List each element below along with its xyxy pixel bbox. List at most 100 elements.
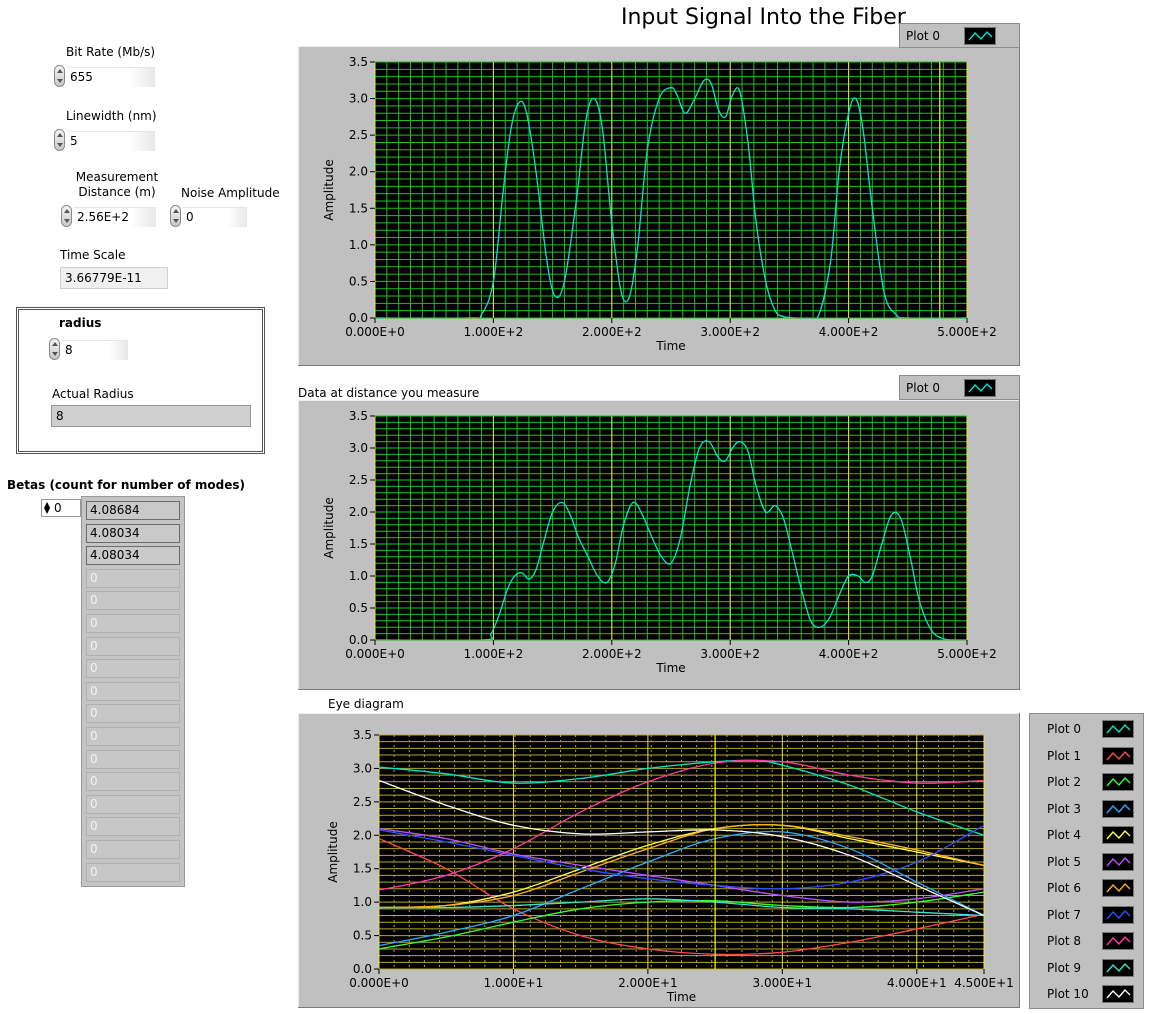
y-tick-label: 1.0 [349, 569, 368, 583]
eye-legend-swatch-8[interactable] [1102, 932, 1134, 950]
betas-element-7: 0 [86, 659, 180, 679]
legend-plot0-swatch[interactable] [964, 379, 996, 397]
legend-plot0-swatch[interactable] [964, 27, 996, 45]
eye-legend-swatch-4[interactable] [1102, 826, 1134, 844]
radius-input[interactable]: 8 [62, 340, 128, 360]
betas-index-control[interactable]: ▲ ▼ 0 [41, 499, 81, 517]
x-tick-label: 4.000E+2 [819, 647, 879, 661]
y-axis-label: Amplitude [326, 821, 340, 883]
betas-element-11: 0 [86, 749, 180, 769]
x-tick-label: 1.000E+2 [464, 647, 524, 661]
x-tick-label: 2.000E+2 [582, 325, 642, 339]
betas-element-4: 0 [86, 591, 180, 611]
noise-spinner[interactable] [170, 205, 181, 227]
eye-legend-swatch-5[interactable] [1102, 852, 1134, 871]
series-line-4 [379, 824, 984, 909]
series-line-6 [379, 824, 984, 909]
linewidth-spinner[interactable] [54, 129, 65, 151]
betas-element-16: 0 [86, 862, 180, 882]
betas-element-14: 0 [86, 817, 180, 837]
x-tick-label: 4.000E+1 [887, 976, 947, 990]
y-axis-label: Amplitude [322, 159, 336, 221]
series-line-5 [379, 827, 984, 903]
eye-legend-swatch-1[interactable] [1102, 746, 1134, 765]
y-tick-label: 3.5 [353, 728, 372, 742]
betas-element-6: 0 [86, 636, 180, 656]
noise-input[interactable]: 0 [183, 207, 247, 227]
y-tick-label: 2.0 [349, 165, 368, 179]
graph1-frame: 0.0 0.5 1.0 1.5 2.0 2.5 3.0 3.5 0.000E+0 1.000E+2… [298, 46, 1020, 366]
eye-legend-label-8: Plot 8 [1047, 934, 1082, 948]
betas-element-10: 0 [86, 727, 180, 746]
series-line-1 [379, 838, 984, 956]
time-scale-indicator: 3.66779E-11 [60, 267, 168, 289]
measured-data-chart: 0.0 0.5 1.0 1.5 2.0 2.5 3.0 3.5 0.000E+0 1.000E+2… [322, 409, 997, 675]
distance-label: Measurement Distance (m) [75, 170, 159, 199]
series-line-10 [379, 779, 984, 917]
x-tick-label: 2.000E+1 [618, 976, 678, 990]
eye-legend-swatch-6[interactable] [1102, 879, 1134, 897]
y-tick-label: 0.5 [349, 601, 368, 615]
series-line-8 [379, 759, 984, 891]
eye-legend-swatch-3[interactable] [1102, 799, 1134, 818]
betas-element-12: 0 [86, 772, 180, 792]
x-axis-label: Time [666, 990, 696, 1004]
time-scale-label: Time Scale [60, 248, 126, 262]
betas-element-5: 0 [86, 614, 180, 633]
y-tick-label: 1.5 [353, 862, 372, 876]
y-tick-label: 0.5 [349, 274, 368, 288]
eye-legend-swatch-7[interactable] [1102, 905, 1134, 924]
y-tick-label: 3.0 [349, 92, 368, 106]
eye-legend-swatch-10[interactable] [1102, 985, 1134, 1003]
series-line-2 [379, 891, 984, 950]
y-axis-label: Amplitude [322, 497, 336, 559]
eye-legend-label-9: Plot 9 [1047, 960, 1082, 975]
x-tick-label: 3.000E+2 [700, 647, 760, 661]
eye-legend-label-7: Plot 7 [1047, 907, 1082, 922]
distance-spinner[interactable] [61, 205, 72, 227]
index-spin-icon[interactable]: ▲ ▼ [44, 500, 51, 515]
y-tick-label: 1.5 [349, 537, 368, 551]
series-group [379, 759, 984, 956]
betas-element-8: 0 [86, 681, 180, 701]
series-line-3 [379, 830, 984, 947]
eye-legend-swatch-9[interactable] [1102, 958, 1134, 977]
bit-rate-input[interactable]: 655 [67, 67, 155, 87]
x-axis-label: Time [655, 339, 685, 353]
x-tick-label: 4.500E+1 [954, 976, 1014, 990]
radius-spinner[interactable] [49, 338, 60, 360]
radius-label: radius [59, 316, 102, 330]
distance-input[interactable]: 2.56E+2 [74, 207, 156, 227]
linewidth-input[interactable]: 5 [67, 131, 155, 151]
y-tick-label: 1.0 [349, 238, 368, 252]
eye-legend-label-0: Plot 0 [1047, 722, 1082, 736]
graph1-legend: Plot 0 [899, 23, 1020, 48]
actual-radius-indicator: 8 [51, 405, 251, 427]
y-tick-label: 1.5 [349, 201, 368, 215]
x-tick-label: 1.000E+2 [464, 325, 524, 339]
grid [374, 61, 968, 319]
series-line-9 [379, 898, 984, 917]
y-tick-label: 3.0 [353, 761, 372, 775]
legend-plot0-label: Plot 0 [906, 29, 941, 43]
y-tick-label: 2.5 [349, 473, 368, 487]
x-tick-label: 1.000E+1 [484, 976, 544, 990]
bit-rate-spinner[interactable] [54, 65, 65, 87]
graph3-title: Eye diagram [328, 697, 404, 711]
x-tick-label: 0.000E+0 [345, 325, 405, 339]
y-tick-label: 3.0 [349, 441, 368, 455]
series-group [375, 78, 967, 318]
graph2-title: Data at distance you measure [298, 386, 480, 400]
betas-element-3: 0 [86, 568, 180, 588]
eye-legend-swatch-0[interactable] [1102, 720, 1134, 738]
eye-legend-label-10: Plot 10 [1047, 987, 1089, 1001]
x-tick-label: 4.000E+2 [819, 325, 879, 339]
eye-legend-swatch-2[interactable] [1102, 773, 1134, 791]
x-tick-label: 0.000E+0 [345, 647, 405, 661]
betas-label: Betas (count for number of modes) [7, 478, 246, 492]
x-tick-label: 3.000E+1 [753, 976, 813, 990]
betas-element-13: 0 [86, 794, 180, 814]
eye-legend-label-1: Plot 1 [1047, 748, 1082, 763]
eye-legend: Plot 0 Plot 1 Plot 2 Plot 3 Plot 4 Plot 5 Plot… [1029, 713, 1144, 1009]
y-tick-label: 2.5 [353, 795, 372, 809]
